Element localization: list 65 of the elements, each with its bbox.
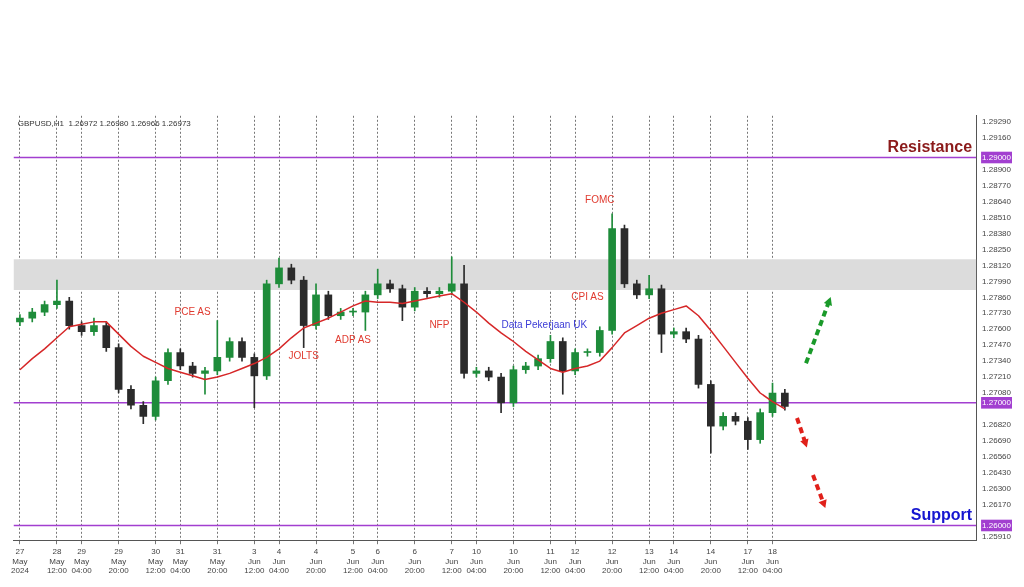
- x-tick-label: 10 Jun 20:00: [503, 547, 524, 576]
- annotation: NFP: [429, 319, 450, 331]
- y-tick-label: 1.25910: [982, 531, 1012, 541]
- y-tick-label: 1.27600: [982, 324, 1012, 334]
- x-tick-label: 13 Jun 12:00: [639, 547, 660, 576]
- candlestick: [423, 287, 431, 298]
- x-tick-label: 7 Jun 12:00: [441, 547, 463, 576]
- y-tick-label: 1.29160: [982, 133, 1012, 143]
- x-tick-label: 12 Jun 04:00: [565, 547, 586, 576]
- y-tick-label: 1.27000: [982, 398, 1012, 408]
- y-tick-label: 1.27990: [982, 276, 1012, 286]
- y-tick-label: 1.26690: [982, 436, 1012, 446]
- candlestick: [201, 366, 209, 395]
- x-tick-label: 17 Jun 12:00: [737, 547, 759, 576]
- x-tick-label: 4 Jun 04:00: [269, 547, 290, 576]
- y-tick-label: 1.27340: [982, 356, 1012, 366]
- y-tick-label: 1.29000: [982, 152, 1012, 162]
- x-tick-label: 12 Jun 20:00: [602, 547, 623, 576]
- x-tick-label: 14 Jun 04:00: [663, 547, 685, 576]
- y-tick-label: 1.26300: [982, 483, 1012, 493]
- ref-line-label: Support: [910, 505, 973, 523]
- y-tick-label: 1.28120: [982, 260, 1012, 270]
- y-tick-label: 1.29290: [982, 117, 1012, 127]
- y-tick-label: 1.26430: [982, 467, 1012, 477]
- x-tick-label: 31 May 04:00: [170, 547, 191, 576]
- candlestick: [213, 320, 222, 375]
- y-tick-label: 1.28640: [982, 196, 1012, 206]
- y-tick-label: 1.27470: [982, 340, 1012, 350]
- x-tick-label: 28 May 12:00: [46, 547, 68, 576]
- text: GBPUSD,H1 1.26972 1.26980 1.26966 1.26973: [17, 119, 192, 128]
- annotation: Data Pekerjaan UK: [501, 319, 588, 331]
- y-tick-label: 1.26820: [982, 420, 1012, 430]
- annotation: CPI AS: [571, 291, 604, 303]
- x-tick-label: 18 Jun 04:00: [762, 547, 784, 576]
- x-tick-label: 3 Jun 12:00: [244, 547, 265, 576]
- y-tick-label: 1.26170: [982, 499, 1012, 509]
- y-tick-label: 1.26560: [982, 452, 1012, 461]
- y-tick-label: 1.27080: [982, 388, 1012, 398]
- y-tick-label: 1.28380: [982, 228, 1012, 238]
- x-tick-label: 29 May 04:00: [71, 547, 93, 576]
- x-tick-label: 27 May 2024: [11, 547, 30, 576]
- y-tick-label: 1.27730: [982, 308, 1012, 318]
- x-tick-label: 11 Jun 12:00: [540, 547, 561, 576]
- x-tick-label: 14 Jun 20:00: [700, 547, 722, 576]
- y-tick-label: 1.28250: [982, 244, 1012, 254]
- x-tick-label: 6 Jun 20:00: [404, 547, 426, 576]
- x-tick-label: 10 Jun 04:00: [466, 547, 487, 576]
- x-tick-label: 31 May 20:00: [207, 547, 228, 576]
- y-tick-label: 1.28510: [982, 212, 1012, 222]
- y-tick-label: 1.28770: [982, 180, 1012, 190]
- x-tick-label: 6 Jun 04:00: [367, 547, 389, 576]
- annotation: JOLTS: [288, 349, 320, 361]
- annotation: ADP AS: [335, 334, 372, 346]
- x-tick-label: 30 May 12:00: [145, 547, 167, 576]
- y-tick-label: 1.27860: [982, 292, 1012, 302]
- annotation: PCE AS: [174, 305, 212, 317]
- y-tick-label: 1.26000: [982, 520, 1012, 530]
- candlestick: [53, 279, 61, 309]
- y-tick-label: 1.27210: [982, 372, 1012, 382]
- x-tick-label: 29 May 20:00: [108, 547, 130, 576]
- y-tick-label: 1.28900: [982, 164, 1012, 174]
- ref-line-label: Resistance: [887, 137, 973, 155]
- x-tick-label: 4 Jun 20:00: [306, 547, 327, 576]
- x-tick-label: 5 Jun 12:00: [343, 547, 364, 576]
- annotation: FOMC: [585, 194, 615, 206]
